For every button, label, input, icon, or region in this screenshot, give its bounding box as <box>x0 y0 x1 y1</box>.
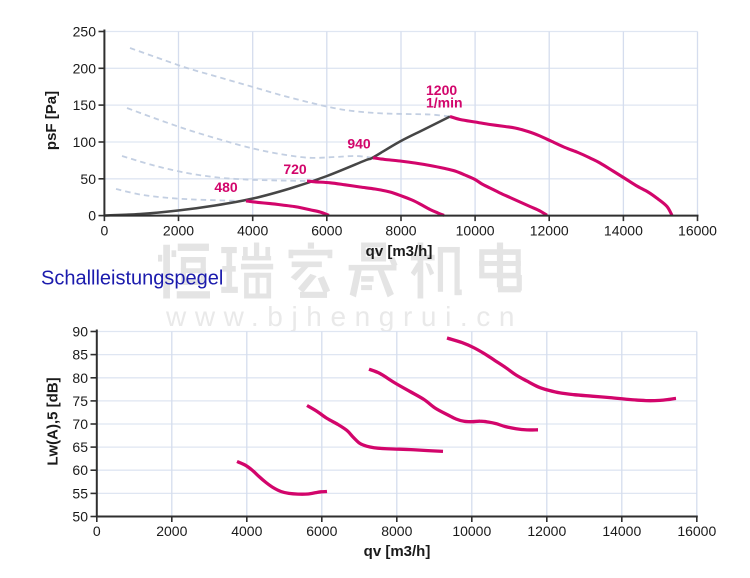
svg-text:200: 200 <box>73 60 97 76</box>
svg-text:65: 65 <box>72 439 88 455</box>
svg-text:80: 80 <box>72 370 88 386</box>
svg-text:480: 480 <box>214 179 238 195</box>
svg-text:16000: 16000 <box>678 223 717 239</box>
svg-text:85: 85 <box>72 347 88 363</box>
svg-text:4000: 4000 <box>231 523 262 539</box>
svg-text:12000: 12000 <box>527 523 566 539</box>
svg-text:940: 940 <box>347 136 371 152</box>
svg-text:100: 100 <box>73 134 97 150</box>
svg-text:qv [m3/h]: qv [m3/h] <box>364 543 431 560</box>
svg-text:150: 150 <box>73 97 97 113</box>
svg-text:12000: 12000 <box>530 223 569 239</box>
svg-text:90: 90 <box>72 324 88 340</box>
svg-text:16000: 16000 <box>677 523 716 539</box>
svg-text:2000: 2000 <box>156 523 187 539</box>
svg-text:10000: 10000 <box>456 223 495 239</box>
svg-text:qv [m3/h]: qv [m3/h] <box>366 243 433 260</box>
svg-text:6000: 6000 <box>306 523 337 539</box>
svg-text:Schallleistungspegel: Schallleistungspegel <box>41 268 223 290</box>
svg-text:50: 50 <box>72 509 88 525</box>
svg-text:75: 75 <box>72 393 88 409</box>
svg-text:1/min: 1/min <box>426 95 463 111</box>
svg-text:10000: 10000 <box>452 523 491 539</box>
svg-text:55: 55 <box>72 485 88 501</box>
svg-text:70: 70 <box>72 416 88 432</box>
svg-text:www.bjhengrui.cn: www.bjhengrui.cn <box>165 301 523 332</box>
svg-text:1200: 1200 <box>426 82 457 98</box>
svg-text:250: 250 <box>73 24 97 40</box>
svg-text:0: 0 <box>93 523 101 539</box>
svg-text:720: 720 <box>283 161 307 177</box>
svg-text:Lw(A),5 [dB]: Lw(A),5 [dB] <box>45 377 62 465</box>
svg-text:2000: 2000 <box>163 223 194 239</box>
svg-text:0: 0 <box>88 208 96 224</box>
svg-text:14000: 14000 <box>602 523 641 539</box>
svg-text:14000: 14000 <box>604 223 643 239</box>
svg-text:6000: 6000 <box>311 223 342 239</box>
svg-text:8000: 8000 <box>381 523 412 539</box>
svg-text:4000: 4000 <box>237 223 268 239</box>
svg-text:8000: 8000 <box>385 223 416 239</box>
svg-text:60: 60 <box>72 462 88 478</box>
svg-text:psF [Pa]: psF [Pa] <box>43 91 60 150</box>
svg-text:0: 0 <box>101 223 109 239</box>
svg-text:50: 50 <box>80 171 96 187</box>
